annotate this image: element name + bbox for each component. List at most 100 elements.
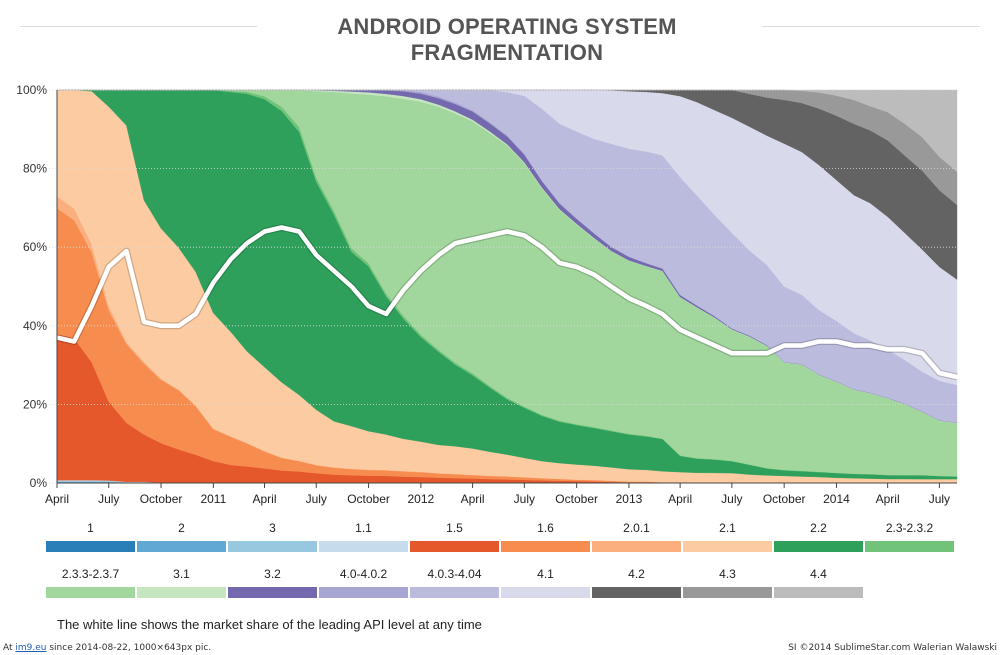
legend-swatch xyxy=(683,541,772,552)
legend-item: 2.2 xyxy=(774,519,863,552)
y-tick-label: 20% xyxy=(23,397,47,411)
x-tick-label: July xyxy=(929,492,950,506)
stacked-area-chart: 0% 20% 40% 60% 80% 100% April July October 2011 Ap… xyxy=(16,83,960,506)
legend-swatch xyxy=(410,587,499,598)
legend-item: 2.3-2.3.2 xyxy=(865,519,954,552)
bottom-suffix: since 2014-08-22, 1000×643px pic. xyxy=(46,643,212,653)
legend-label: 2.1 xyxy=(719,521,736,535)
legend-swatch xyxy=(228,541,317,552)
legend-swatch xyxy=(592,587,681,598)
legend-swatch xyxy=(137,587,226,598)
legend-item: 4.3 xyxy=(683,565,772,598)
site-link[interactable]: im9.eu xyxy=(15,643,47,653)
x-tick-label: April xyxy=(253,492,277,506)
legend-swatch xyxy=(865,541,954,552)
x-tick-label: October xyxy=(140,492,183,506)
legend-item: 4.2 xyxy=(592,565,681,598)
x-tick-label: April xyxy=(461,492,485,506)
y-tick-label: 60% xyxy=(23,240,47,254)
legend-swatch xyxy=(46,587,135,598)
leading-api-line-group xyxy=(54,224,960,381)
legend-label: 4.0.3-4.04 xyxy=(427,567,482,581)
legend-item: 2.1 xyxy=(683,519,772,552)
x-tick-label: 2011 xyxy=(200,492,226,506)
x-tick-label: 2013 xyxy=(616,492,643,506)
axes: 0% 20% 40% 60% 80% 100% April July October 2011 Ap… xyxy=(16,83,957,506)
credit-text: SI ©2014 SublimeStar.com Walerian Walaws… xyxy=(788,643,997,653)
legend-label: 3 xyxy=(269,521,276,535)
legend-label: 4.1 xyxy=(537,567,554,581)
y-tick-label: 80% xyxy=(23,162,47,176)
legend-item: 2.3.3-2.3.7 xyxy=(46,565,135,598)
legend-item: 4.4 xyxy=(774,565,863,598)
legend-label: 2.2 xyxy=(810,521,827,535)
legend-swatch xyxy=(46,541,135,552)
x-tick-label: July xyxy=(98,492,119,506)
chart-title-line-2: FRAGMENTATION xyxy=(410,40,604,65)
legend-label: 4.2 xyxy=(628,567,645,581)
x-tick-label: April xyxy=(876,492,900,506)
title-rule-right xyxy=(762,26,980,27)
legend-item: 1.6 xyxy=(501,519,590,552)
y-tick-label: 40% xyxy=(23,319,47,333)
legend-swatch xyxy=(137,541,226,552)
legend-item: 1.1 xyxy=(319,519,408,552)
y-tick-label: 0% xyxy=(30,476,48,490)
legend-item: 2 xyxy=(137,519,226,552)
area-layers xyxy=(56,89,958,484)
legend-swatch xyxy=(319,587,408,598)
legend-item: 3.1 xyxy=(137,565,226,598)
legend-item: 3.2 xyxy=(228,565,317,598)
legend-label: 1.1 xyxy=(355,521,372,535)
legend-swatch xyxy=(501,541,590,552)
legend-row-2: 2.3.3-2.3.7 3.1 3.2 4.0-4.0.2 4.0.3-4.04 4.1 4… xyxy=(0,565,1000,605)
bottom-source: At im9.eu since 2014-08-22, 1000×643px p… xyxy=(3,641,211,655)
x-tick-label: April xyxy=(45,492,69,506)
legend-swatch xyxy=(683,587,772,598)
legend-label: 1 xyxy=(87,521,94,535)
x-tick-label: October xyxy=(763,492,806,506)
legend-item: 4.1 xyxy=(501,565,590,598)
x-tick-label: October xyxy=(555,492,598,506)
legend-item: 1 xyxy=(46,519,135,552)
x-tick-label: July xyxy=(514,492,535,506)
x-tick-label: April xyxy=(668,492,692,506)
legend-label: 3.2 xyxy=(264,567,281,581)
legend-item: 2.0.1 xyxy=(592,519,681,552)
legend-label: 1.6 xyxy=(537,521,554,535)
legend-label: 2.3.3-2.3.7 xyxy=(61,567,120,581)
legend-label: 2.3-2.3.2 xyxy=(885,521,934,535)
legend-label: 2.0.1 xyxy=(623,521,650,535)
chart-title: ANDROID OPERATING SYSTEM FRAGMENTATION xyxy=(250,14,764,66)
legend-label: 1.5 xyxy=(446,521,463,535)
y-tick-label: 100% xyxy=(16,83,47,97)
footnote: The white line shows the market share of… xyxy=(57,617,482,632)
leading-api-line xyxy=(54,225,960,380)
legend-item: 3 xyxy=(228,519,317,552)
x-tick-label: July xyxy=(306,492,327,506)
legend-swatch xyxy=(592,541,681,552)
legend-label: 4.4 xyxy=(810,567,827,581)
x-tick-label: October xyxy=(347,492,390,506)
legend-swatch xyxy=(228,587,317,598)
legend-label: 3.1 xyxy=(173,567,190,581)
title-rule-left xyxy=(20,26,257,27)
bottom-bar: At im9.eu since 2014-08-22, 1000×643px p… xyxy=(0,641,1000,655)
legend-label: 2 xyxy=(178,521,185,535)
legend-item: 4.0-4.0.2 xyxy=(319,565,408,598)
legend-label: 4.3 xyxy=(719,567,736,581)
bottom-prefix: At xyxy=(3,643,16,653)
legend-swatch xyxy=(410,541,499,552)
legend-swatch xyxy=(501,587,590,598)
legend-swatch xyxy=(319,541,408,552)
legend-item: 1.5 xyxy=(410,519,499,552)
chart-title-line-1: ANDROID OPERATING SYSTEM xyxy=(337,14,677,39)
legend-row-1: 1 2 3 1.1 1.5 1.6 2.0.1 2.1 2.2 2.3-2.3.2 xyxy=(0,519,1000,559)
x-tick-label: July xyxy=(721,492,742,506)
legend-swatch xyxy=(774,587,863,598)
x-tick-label: 2014 xyxy=(823,492,850,506)
legend-swatch xyxy=(774,541,863,552)
area-series-4-4 xyxy=(57,89,958,173)
x-tick-label: 2012 xyxy=(408,492,435,506)
legend-label: 4.0-4.0.2 xyxy=(339,567,388,581)
